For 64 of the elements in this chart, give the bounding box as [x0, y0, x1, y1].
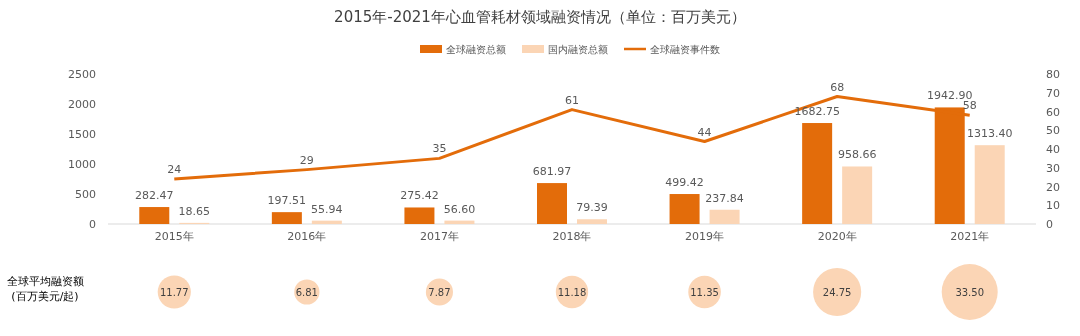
- y2-tick-label: 20: [1046, 180, 1060, 194]
- data-label: 6.81: [295, 287, 318, 298]
- y-tick-label: 500: [75, 188, 96, 201]
- y-tick-label: 2000: [68, 98, 96, 111]
- legend-label: 国内融资总额: [548, 44, 608, 55]
- bar: [669, 194, 700, 224]
- data-label: 7.87: [428, 287, 451, 298]
- data-label: 275.42: [400, 189, 439, 203]
- x-tick-label: 2017年: [419, 230, 459, 243]
- legend-label: 全球融资事件数: [650, 44, 720, 55]
- y2-tick-label: 10: [1046, 199, 1060, 213]
- data-label: 24: [167, 163, 182, 176]
- x-tick-label: 2015年: [154, 230, 194, 243]
- data-label: 33.50: [955, 287, 985, 298]
- data-label: 11.18: [557, 287, 587, 298]
- data-label: 61: [565, 93, 579, 107]
- data-label: 1682.75: [794, 105, 840, 119]
- data-label: 11.35: [690, 287, 719, 298]
- y2-tick-label: 60: [1046, 105, 1060, 119]
- bar: [802, 123, 833, 224]
- data-label: 237.84: [705, 191, 744, 205]
- text: 全球平均融资额 (百万美元/起): [6, 275, 84, 303]
- y-tick-label: 2500: [68, 68, 96, 81]
- data-label: 56.60: [443, 202, 476, 216]
- bar: [974, 145, 1005, 224]
- y-tick-label: 0: [89, 218, 96, 231]
- data-label: 79.39: [576, 201, 608, 215]
- data-label: 282.47: [135, 189, 174, 203]
- bar: [577, 219, 607, 224]
- y2-tick-label: 80: [1046, 68, 1060, 81]
- data-label: 24.75: [822, 287, 852, 298]
- x-tick-label: 2018年: [552, 230, 592, 243]
- y2-tick-label: 0: [1046, 218, 1053, 231]
- data-label: 58: [962, 99, 977, 113]
- data-label: 197.51: [267, 194, 307, 208]
- x-tick-label: 2020年: [817, 230, 857, 243]
- chart-title: 2015年-2021年心血管耗材领域融资情况（单位：百万美元）: [334, 8, 746, 26]
- bar: [404, 207, 435, 224]
- bar: [139, 207, 170, 224]
- legend-label: 全球融资总额: [446, 44, 506, 55]
- data-label: 499.42: [665, 176, 704, 190]
- bar: [709, 209, 740, 224]
- bar: [842, 166, 873, 224]
- y-tick-label: 1500: [68, 128, 96, 141]
- data-label: 11.77: [159, 287, 189, 298]
- y2-tick-label: 30: [1046, 161, 1060, 175]
- data-label: 18.65: [178, 204, 211, 218]
- bar: [537, 183, 567, 224]
- y2-tick-label: 70: [1046, 86, 1060, 100]
- data-label: 44: [697, 125, 712, 139]
- data-label: 1313.40: [966, 127, 1013, 141]
- data-label: 958.66: [837, 148, 877, 162]
- data-label: 55.94: [311, 202, 343, 216]
- y-tick-label: 1000: [68, 158, 96, 171]
- y2-tick-label: 40: [1046, 143, 1060, 156]
- x-tick-label: 2016年: [287, 230, 327, 243]
- y2-tick-label: 50: [1046, 124, 1060, 138]
- x-tick-label: 2019年: [685, 230, 725, 243]
- bar: [271, 212, 302, 224]
- data-label: 29: [299, 153, 314, 167]
- data-label: 68: [830, 80, 845, 94]
- data-label: 35: [432, 142, 447, 156]
- x-tick-label: 2021年: [950, 230, 990, 243]
- data-label: 681.97: [532, 165, 572, 179]
